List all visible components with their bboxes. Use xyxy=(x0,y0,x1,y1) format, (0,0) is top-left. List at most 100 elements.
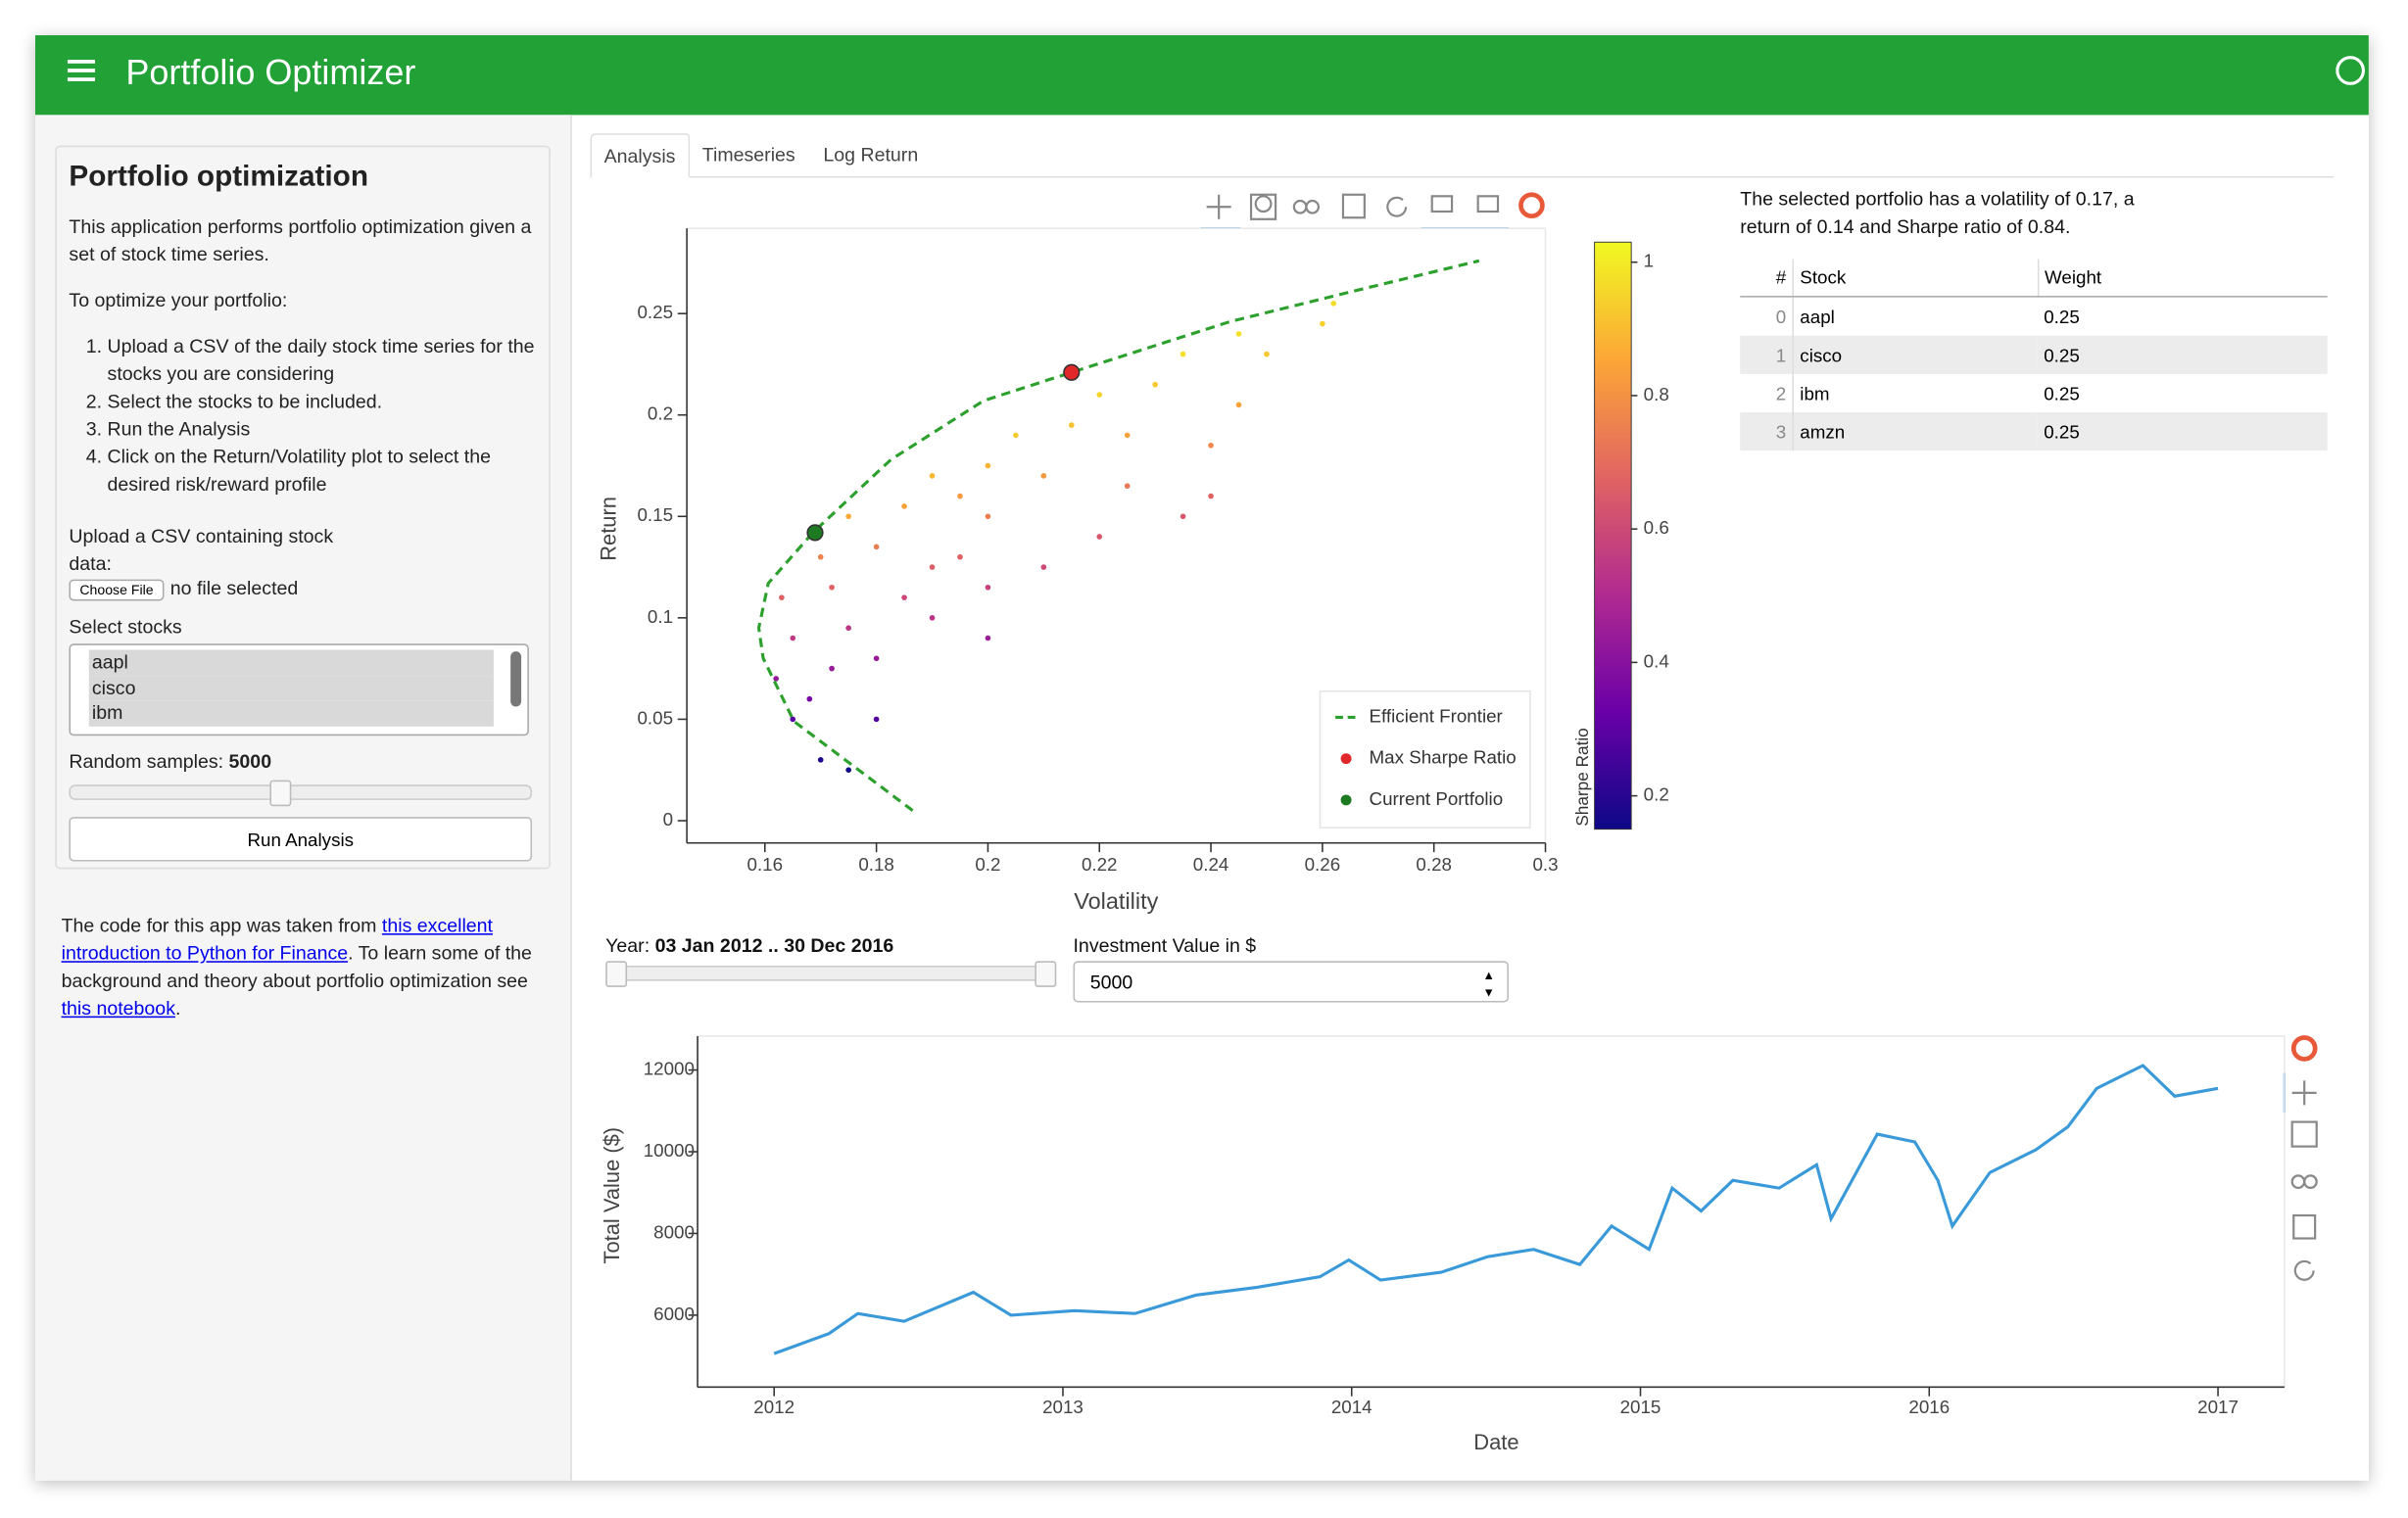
reset-tool[interactable] xyxy=(1386,196,1408,217)
sample-point xyxy=(1180,351,1186,357)
table-cell: amzn xyxy=(1793,411,2038,451)
reset-tool[interactable] xyxy=(2293,1259,2315,1281)
x-tick-label: 0.26 xyxy=(1305,854,1341,875)
pan-tool[interactable] xyxy=(1206,194,1231,219)
summary-text: The selected portfolio has a volatility … xyxy=(1740,188,2135,238)
colorbar xyxy=(1594,241,1632,830)
step: Click on the Return/Volatility plot to s… xyxy=(108,443,537,498)
table-row: 3 amzn 0.25 xyxy=(1740,411,2328,451)
hover-tool[interactable] xyxy=(1430,195,1454,213)
spinner[interactable]: ▲ ▼ xyxy=(1482,969,1495,1000)
year-label-row: Year: 03 Jan 2012 .. 30 Dec 2016 xyxy=(605,935,893,957)
steps-list: Upload a CSV of the daily stock time ser… xyxy=(69,333,536,498)
link[interactable]: this excellent introduction to Python fo… xyxy=(61,915,494,965)
wheel-zoom-tool[interactable] xyxy=(1292,199,1308,214)
zoom-tool[interactable] xyxy=(1254,195,1273,213)
header: Portfolio Optimizer xyxy=(34,34,2369,116)
sample-point xyxy=(985,635,991,641)
howto-text: To optimize your portfolio: xyxy=(69,289,288,311)
year-slider[interactable] xyxy=(605,961,1057,987)
x-tick-label: 0.3 xyxy=(1532,854,1558,875)
run-button[interactable]: Run Analysis xyxy=(69,817,533,862)
stock-option[interactable]: cisco xyxy=(88,675,494,701)
tab-bar: Analysis Timeseries Log Return xyxy=(590,133,2334,178)
x-tick-label: 0.22 xyxy=(1082,854,1118,875)
tab[interactable]: Log Return xyxy=(823,144,919,166)
intro-text: This application performs portfolio opti… xyxy=(69,215,532,265)
status-icon xyxy=(2336,56,2366,85)
tab[interactable]: Timeseries xyxy=(701,144,795,166)
file-status: no file selected xyxy=(169,578,299,599)
samples-slider[interactable] xyxy=(69,780,533,807)
slider-handle[interactable] xyxy=(605,961,628,987)
sample-point xyxy=(845,513,851,520)
investment-input[interactable]: 5000 ▲ ▼ xyxy=(1073,961,1509,1003)
sample-point xyxy=(1013,432,1019,439)
wheel-zoom-tool[interactable] xyxy=(2290,1174,2306,1189)
choose-file-button[interactable]: Choose File xyxy=(69,579,165,601)
step: Select the stocks to be included. xyxy=(108,388,537,415)
line-toolbar xyxy=(2283,1035,2318,1281)
bokeh-logo[interactable] xyxy=(1518,192,1545,219)
scatter-plot: 0.16 0.18 0.2 0.22 0.24 0.26 0.28 0.3 0 0.05 0.1 0.… xyxy=(597,228,1669,914)
colorbar-tick-label: 1 xyxy=(1644,251,1654,271)
samples-label-row: Random samples: 5000 xyxy=(69,748,536,776)
sample-point xyxy=(873,716,880,723)
scrollbar[interactable] xyxy=(510,651,522,707)
sidebar: Portfolio optimization This application … xyxy=(34,115,572,1481)
sample-point xyxy=(1124,483,1131,490)
y-axis-label: Return xyxy=(597,497,621,561)
menu-icon[interactable] xyxy=(67,58,98,82)
sample-point xyxy=(929,473,936,479)
sample-point xyxy=(957,493,963,499)
sample-point xyxy=(873,544,880,550)
table-row: 0 aapl 0.25 xyxy=(1740,296,2327,336)
x-tick-label: 0.2 xyxy=(975,854,1000,875)
save-tool[interactable] xyxy=(2292,1213,2317,1240)
zoom-tool[interactable] xyxy=(2290,1120,2318,1148)
pan-tool[interactable] xyxy=(2291,1080,2317,1106)
sample-point xyxy=(929,564,936,570)
table-body: 0 aapl 0.25 1 cisco 0.25 2 ibm 0.25 3 amzn 0.25 xyxy=(1740,296,2328,451)
column-header: Stock xyxy=(1793,259,2039,298)
bokeh-logo[interactable] xyxy=(2290,1035,2318,1062)
save-tool[interactable] xyxy=(1341,193,1366,219)
sample-point xyxy=(790,716,796,723)
table-row: 1 cisco 0.25 xyxy=(1740,335,2328,374)
table-cell: 3 xyxy=(1740,411,1795,451)
y-tick-label: 0.25 xyxy=(638,302,674,322)
x-tick-label: 2012 xyxy=(753,1397,795,1417)
sample-point xyxy=(985,513,991,520)
stock-list[interactable]: aapl cisco ibm xyxy=(69,643,529,736)
hover-tool[interactable] xyxy=(1476,195,1500,213)
legend-swatch xyxy=(1340,794,1352,806)
sample-point xyxy=(1208,493,1214,499)
x-tick-label: 0.16 xyxy=(747,854,784,875)
x-tick-label: 0.24 xyxy=(1193,854,1229,875)
stock-option[interactable]: aapl xyxy=(88,649,494,676)
footer-part: . To learn some of the background and th… xyxy=(61,942,532,992)
table-cell: aapl xyxy=(1800,306,1835,328)
y-axis-label: Total Value ($) xyxy=(600,1127,624,1264)
x-tick-label: 2015 xyxy=(1620,1397,1662,1417)
samples-value: 5000 xyxy=(228,750,272,773)
tab[interactable]: Analysis xyxy=(590,133,690,178)
link[interactable]: this notebook xyxy=(61,997,175,1020)
line-plot: 2012 2013 2014 2015 2016 2017 6000 8000 10000 120… xyxy=(600,1035,2286,1454)
slider-handle[interactable] xyxy=(1035,961,1057,987)
app-title: Portfolio Optimizer xyxy=(125,52,416,92)
stock-option[interactable]: ibm xyxy=(88,700,494,727)
sample-point xyxy=(1096,534,1103,540)
sample-point xyxy=(829,665,835,672)
x-axis-label: Date xyxy=(1473,1430,1518,1454)
sample-point xyxy=(985,462,991,469)
sample-point xyxy=(1180,513,1186,520)
colorbar-tick-label: 0.8 xyxy=(1644,384,1669,404)
slider-handle[interactable] xyxy=(269,780,292,807)
footer-part: . xyxy=(174,997,181,1020)
x-tick-label: 2017 xyxy=(2197,1397,2239,1417)
legend-label: Current Portfolio xyxy=(1370,788,1504,809)
card-title: Portfolio optimization xyxy=(69,161,369,194)
